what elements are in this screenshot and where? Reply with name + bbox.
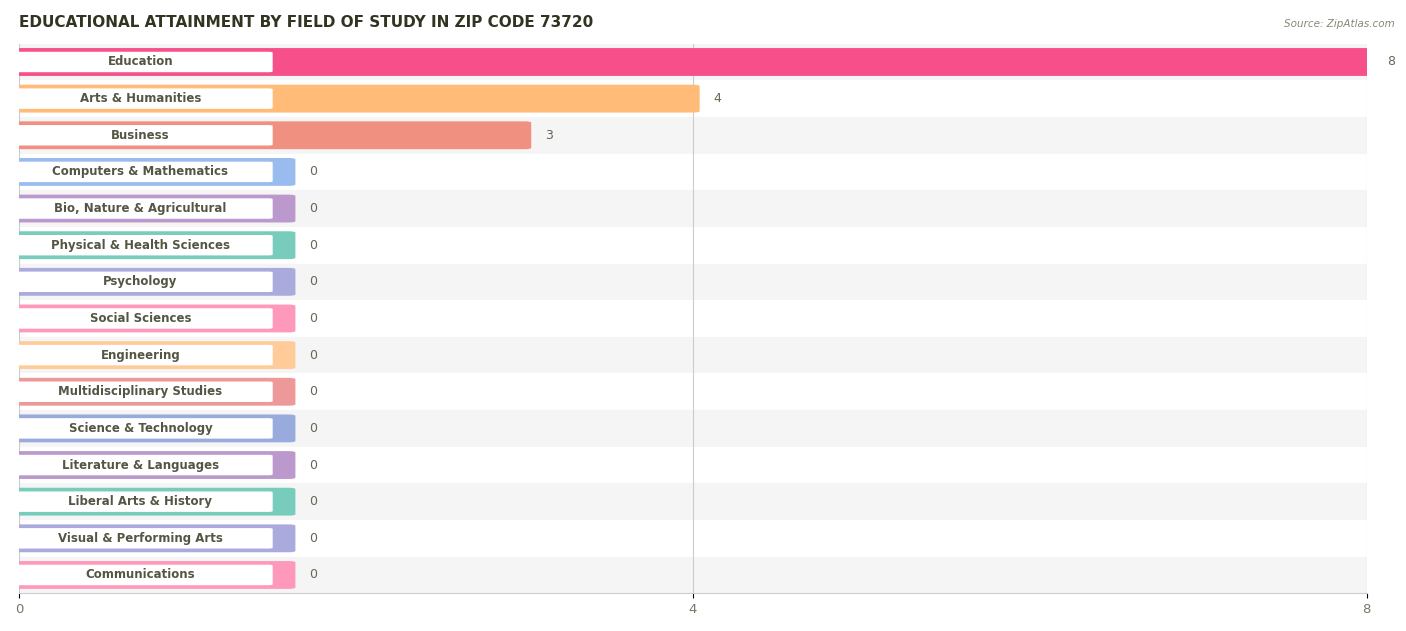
FancyBboxPatch shape: [13, 158, 295, 186]
FancyBboxPatch shape: [7, 417, 274, 439]
FancyBboxPatch shape: [13, 232, 295, 259]
Bar: [20, 190, 1367, 227]
Text: Arts & Humanities: Arts & Humanities: [80, 92, 201, 105]
Bar: [20, 483, 1367, 520]
Text: Business: Business: [111, 129, 170, 142]
FancyBboxPatch shape: [7, 454, 274, 476]
Bar: [20, 520, 1367, 557]
Text: Visual & Performing Arts: Visual & Performing Arts: [58, 532, 224, 545]
Text: 0: 0: [309, 239, 316, 252]
Bar: [20, 447, 1367, 483]
FancyBboxPatch shape: [13, 121, 531, 149]
Text: 0: 0: [309, 386, 316, 398]
FancyBboxPatch shape: [7, 307, 274, 329]
Text: 0: 0: [309, 275, 316, 288]
Text: Social Sciences: Social Sciences: [90, 312, 191, 325]
FancyBboxPatch shape: [13, 341, 295, 369]
FancyBboxPatch shape: [13, 561, 295, 589]
Text: Communications: Communications: [86, 569, 195, 581]
FancyBboxPatch shape: [13, 488, 295, 516]
FancyBboxPatch shape: [13, 48, 1374, 76]
Text: Multidisciplinary Studies: Multidisciplinary Studies: [59, 386, 222, 398]
FancyBboxPatch shape: [13, 451, 295, 479]
FancyBboxPatch shape: [13, 415, 295, 442]
FancyBboxPatch shape: [7, 234, 274, 256]
FancyBboxPatch shape: [7, 564, 274, 586]
Bar: [20, 300, 1367, 337]
Text: Psychology: Psychology: [103, 275, 177, 288]
FancyBboxPatch shape: [7, 528, 274, 550]
Bar: [20, 337, 1367, 374]
Bar: [20, 227, 1367, 264]
Text: Liberal Arts & History: Liberal Arts & History: [69, 495, 212, 508]
Text: 0: 0: [309, 532, 316, 545]
Text: Literature & Languages: Literature & Languages: [62, 459, 219, 471]
FancyBboxPatch shape: [13, 305, 295, 333]
Text: 8: 8: [1386, 56, 1395, 69]
Text: 0: 0: [309, 165, 316, 179]
Text: 0: 0: [309, 348, 316, 362]
Text: Science & Technology: Science & Technology: [69, 422, 212, 435]
FancyBboxPatch shape: [7, 161, 274, 183]
FancyBboxPatch shape: [7, 344, 274, 366]
Bar: [20, 410, 1367, 447]
Text: 4: 4: [713, 92, 721, 105]
FancyBboxPatch shape: [13, 194, 295, 223]
Text: 3: 3: [544, 129, 553, 142]
FancyBboxPatch shape: [7, 198, 274, 220]
Text: Engineering: Engineering: [101, 348, 180, 362]
FancyBboxPatch shape: [7, 491, 274, 513]
FancyBboxPatch shape: [7, 124, 274, 146]
Bar: [20, 557, 1367, 593]
FancyBboxPatch shape: [13, 268, 295, 296]
Bar: [20, 264, 1367, 300]
Text: 0: 0: [309, 569, 316, 581]
Text: Bio, Nature & Agricultural: Bio, Nature & Agricultural: [55, 202, 226, 215]
Bar: [20, 44, 1367, 80]
Text: 0: 0: [309, 312, 316, 325]
Bar: [20, 374, 1367, 410]
Text: Source: ZipAtlas.com: Source: ZipAtlas.com: [1284, 19, 1395, 29]
Bar: [20, 153, 1367, 190]
Text: Education: Education: [108, 56, 173, 69]
Text: Computers & Mathematics: Computers & Mathematics: [52, 165, 228, 179]
Bar: [20, 117, 1367, 153]
FancyBboxPatch shape: [7, 88, 274, 110]
Text: EDUCATIONAL ATTAINMENT BY FIELD OF STUDY IN ZIP CODE 73720: EDUCATIONAL ATTAINMENT BY FIELD OF STUDY…: [20, 15, 593, 30]
FancyBboxPatch shape: [7, 380, 274, 403]
Text: 0: 0: [309, 202, 316, 215]
FancyBboxPatch shape: [7, 51, 274, 73]
Text: 0: 0: [309, 422, 316, 435]
FancyBboxPatch shape: [13, 85, 700, 112]
Bar: [20, 80, 1367, 117]
FancyBboxPatch shape: [7, 271, 274, 293]
FancyBboxPatch shape: [13, 378, 295, 406]
Text: 0: 0: [309, 495, 316, 508]
Text: Physical & Health Sciences: Physical & Health Sciences: [51, 239, 231, 252]
Text: 0: 0: [309, 459, 316, 471]
FancyBboxPatch shape: [13, 524, 295, 552]
